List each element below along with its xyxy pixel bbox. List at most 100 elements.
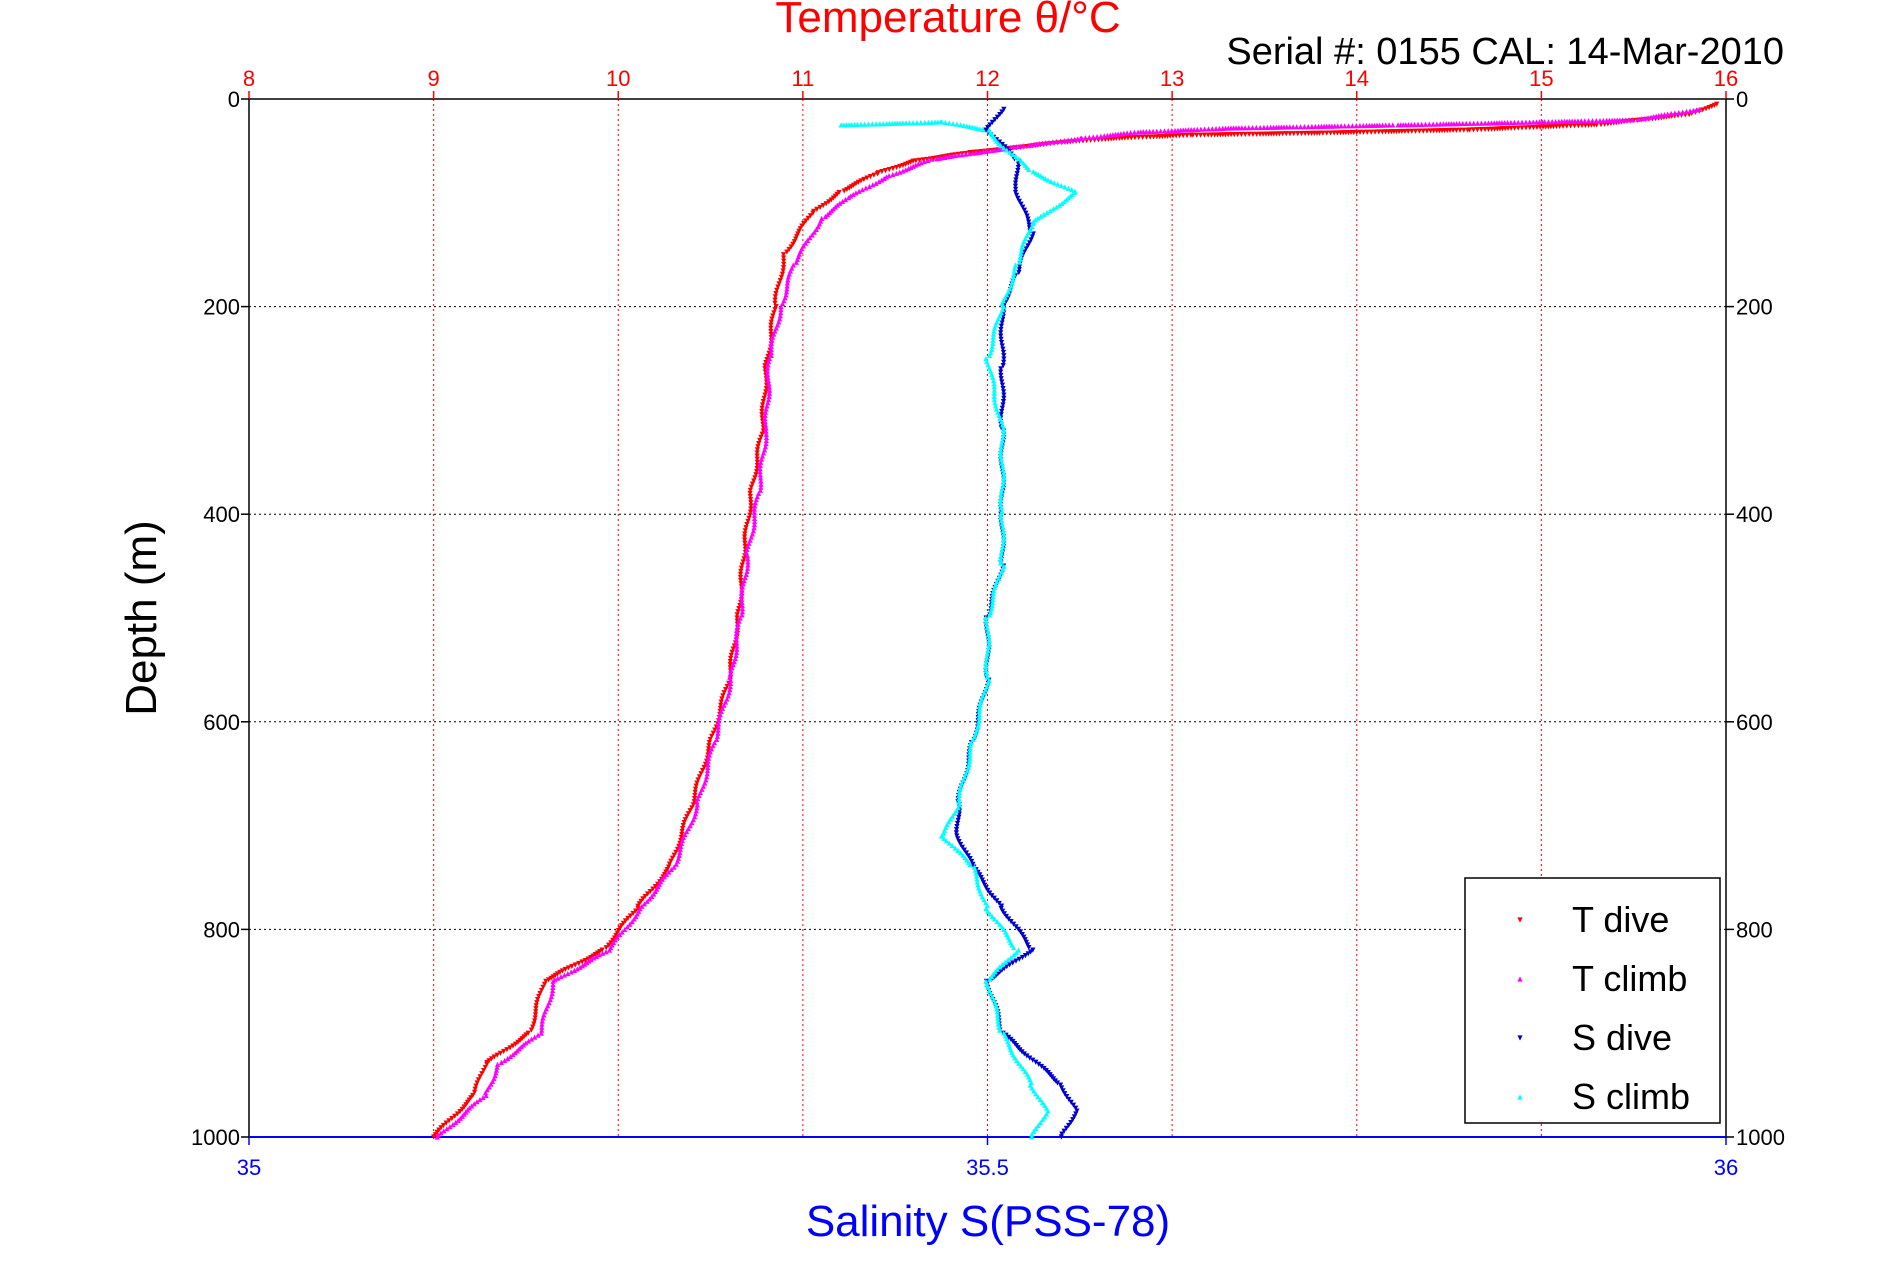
series-point (1043, 140, 1049, 146)
series-point (764, 371, 771, 377)
series-point (1016, 266, 1022, 273)
series-point (1416, 128, 1423, 134)
series-point (739, 599, 745, 606)
series-point (747, 487, 753, 493)
series-point (1305, 123, 1311, 130)
series-point (970, 150, 976, 156)
series-point (1016, 198, 1022, 204)
series-point (739, 609, 745, 615)
series-point (858, 178, 864, 184)
series-point (758, 484, 764, 490)
series-point (961, 122, 967, 128)
series-point (995, 1018, 1001, 1024)
series-point (809, 232, 815, 238)
series-point (1372, 129, 1378, 135)
series-point (1151, 134, 1157, 140)
series-point (976, 718, 982, 724)
series-point (977, 705, 983, 711)
series-point (1026, 219, 1032, 225)
series-point (1042, 1102, 1048, 1108)
series-point (941, 835, 947, 841)
series-point (550, 987, 556, 994)
series-point (1687, 108, 1693, 114)
series-point (747, 490, 753, 497)
series-point (696, 774, 703, 780)
series-point (765, 396, 772, 403)
series-point (474, 1080, 480, 1086)
series-point (983, 615, 989, 621)
series-point (954, 833, 960, 839)
series-point (577, 964, 583, 970)
series-point (764, 403, 770, 409)
series-point (1012, 183, 1019, 189)
series-point (680, 825, 686, 832)
series-point (1000, 425, 1006, 431)
series-point (1012, 1055, 1018, 1061)
series-point (735, 609, 741, 615)
series-point (649, 893, 655, 900)
series-point (1050, 206, 1057, 212)
series-point (715, 727, 721, 733)
series-point (1201, 132, 1208, 138)
series-point (770, 334, 776, 340)
series-point (1301, 124, 1307, 130)
series-point (1327, 130, 1334, 136)
series-point (719, 696, 725, 702)
series-point (758, 459, 764, 465)
series-point (1017, 143, 1023, 149)
series-point (986, 677, 992, 683)
series-point (677, 849, 683, 855)
series-point (1010, 274, 1017, 280)
series-point (727, 671, 733, 677)
series-point (1074, 1108, 1080, 1114)
series-point (1420, 128, 1426, 134)
series-point (530, 1024, 536, 1030)
series-point (967, 746, 973, 752)
series-point (1353, 123, 1359, 129)
series-point (562, 966, 568, 973)
series-point (1135, 129, 1141, 135)
series-point (1242, 125, 1248, 131)
series-point (550, 984, 556, 991)
series-point (546, 977, 552, 983)
series-point (438, 1130, 444, 1136)
series-point (1104, 132, 1110, 139)
series-point (998, 553, 1004, 559)
series-point (967, 743, 974, 749)
series-point (941, 830, 947, 836)
series-point (748, 500, 754, 506)
series-point (976, 721, 982, 727)
series-point (652, 884, 658, 890)
top-tick-label: 11 (791, 66, 814, 91)
series-point (778, 304, 784, 310)
series-point (752, 500, 758, 506)
series-point (920, 157, 926, 163)
series-point (766, 393, 772, 400)
series-point (924, 156, 930, 163)
series-point (751, 518, 758, 525)
series-point (1467, 120, 1473, 126)
series-point (991, 396, 998, 403)
series-point (694, 780, 700, 786)
series-point (494, 1064, 500, 1070)
series-point (494, 1052, 500, 1058)
series-point (759, 431, 765, 437)
right-tick-label: 200 (1736, 295, 1773, 320)
series-point (1029, 1085, 1035, 1091)
series-point (1169, 128, 1175, 134)
series-point (1334, 130, 1341, 136)
series-point (733, 634, 739, 640)
series-point (758, 475, 764, 481)
series-point (922, 119, 928, 126)
series-point (488, 1056, 495, 1062)
series-point (679, 831, 685, 838)
series-point (705, 761, 711, 767)
series-point (846, 185, 852, 191)
series-point (1041, 211, 1047, 218)
series-point (763, 385, 769, 392)
series-point (1463, 120, 1469, 126)
series-point (866, 183, 872, 190)
series-point (533, 1006, 539, 1012)
series-point (983, 667, 989, 674)
series-point (783, 289, 790, 295)
